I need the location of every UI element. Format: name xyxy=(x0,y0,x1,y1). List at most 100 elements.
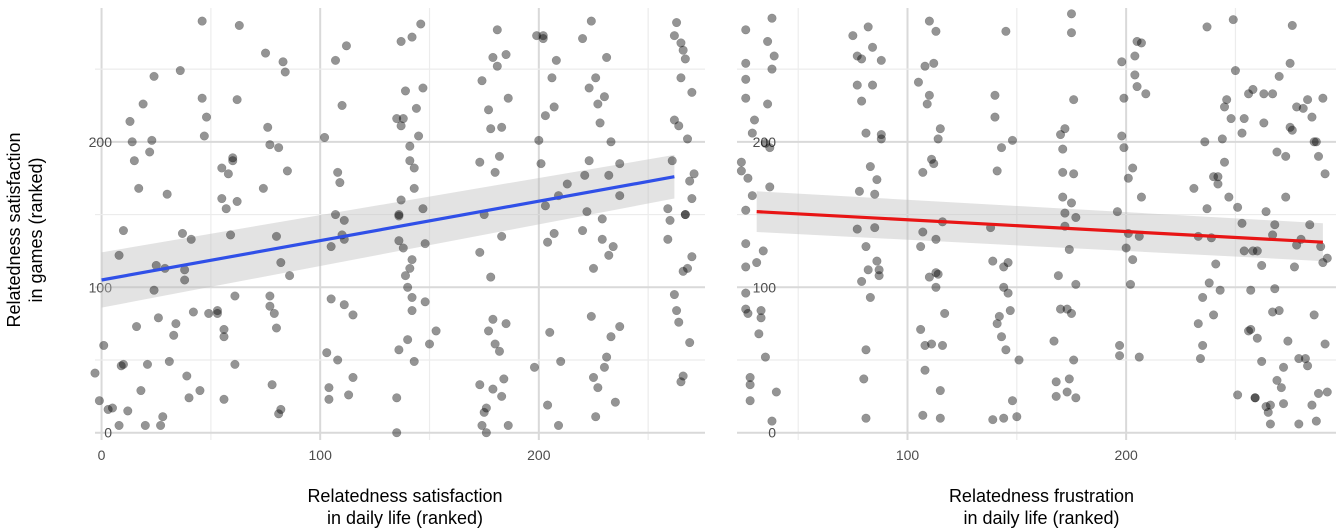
data-point xyxy=(204,308,214,319)
data-point xyxy=(1064,374,1074,384)
data-point xyxy=(232,196,242,207)
data-point xyxy=(852,51,862,61)
data-point xyxy=(765,143,775,153)
data-point xyxy=(1115,340,1125,351)
data-point xyxy=(852,80,862,90)
data-point xyxy=(584,83,594,93)
data-point xyxy=(922,99,932,109)
data-point xyxy=(918,167,928,177)
data-point xyxy=(931,26,941,36)
data-point xyxy=(1213,172,1223,182)
x-tick-label: 0 xyxy=(98,447,106,463)
data-point xyxy=(1265,419,1275,429)
data-point xyxy=(219,324,229,335)
data-point xyxy=(996,332,1007,342)
data-point xyxy=(588,372,599,383)
data-point xyxy=(175,65,185,76)
data-point xyxy=(1289,262,1300,272)
scatter-points xyxy=(90,16,699,438)
data-point xyxy=(1053,271,1063,281)
y-tick-label: 0 xyxy=(104,425,112,441)
data-point xyxy=(1257,260,1267,271)
data-point xyxy=(1213,179,1223,189)
data-point xyxy=(745,372,755,383)
data-point xyxy=(1003,288,1013,298)
data-point xyxy=(1198,340,1208,351)
grid xyxy=(737,8,1336,440)
data-point xyxy=(1305,220,1315,230)
data-point xyxy=(1007,396,1018,406)
data-point xyxy=(392,113,402,124)
data-point xyxy=(604,250,614,260)
data-point xyxy=(924,16,934,26)
data-point xyxy=(929,58,939,68)
data-point xyxy=(678,45,688,55)
data-point xyxy=(1222,95,1232,105)
data-point xyxy=(188,307,198,317)
data-point xyxy=(407,255,417,265)
data-point xyxy=(682,134,693,144)
data-point xyxy=(212,308,222,319)
data-point xyxy=(420,239,430,249)
data-point xyxy=(924,272,934,282)
data-point xyxy=(756,305,766,316)
data-point xyxy=(593,99,603,109)
data-point xyxy=(1303,95,1313,105)
data-point xyxy=(1058,167,1068,177)
data-point xyxy=(1311,137,1321,147)
panel-right: 100 200 0 100 200 Relatedness frustration in d… xyxy=(736,8,1336,528)
data-point xyxy=(107,403,118,413)
data-point xyxy=(1239,113,1249,124)
data-point xyxy=(490,167,500,177)
data-point xyxy=(1252,246,1262,256)
data-point xyxy=(767,64,777,74)
data-point xyxy=(228,156,238,166)
data-point xyxy=(999,282,1009,292)
data-point xyxy=(547,73,557,83)
data-point xyxy=(593,383,603,393)
data-point xyxy=(398,243,408,253)
data-point xyxy=(1058,144,1068,154)
data-point xyxy=(333,355,343,365)
data-point xyxy=(1294,419,1304,429)
data-point xyxy=(320,132,330,143)
data-point xyxy=(142,359,153,369)
data-point xyxy=(125,116,135,127)
data-point xyxy=(1287,20,1297,31)
data-point xyxy=(398,113,408,124)
data-point xyxy=(1274,305,1284,316)
data-point xyxy=(1215,285,1225,295)
data-point xyxy=(1259,89,1269,99)
x-axis-title: Relatedness satisfaction in daily life (r… xyxy=(307,486,502,528)
data-point xyxy=(667,156,677,166)
data-point xyxy=(1189,183,1199,193)
data-point xyxy=(1058,192,1068,202)
data-point xyxy=(400,271,411,281)
data-point xyxy=(1062,304,1072,314)
data-point xyxy=(665,215,675,225)
data-point xyxy=(149,285,159,295)
data-point xyxy=(494,346,505,356)
data-point xyxy=(162,189,172,199)
data-point xyxy=(195,385,205,396)
data-point xyxy=(477,76,487,86)
data-point xyxy=(674,317,684,327)
data-point xyxy=(418,83,428,93)
data-point xyxy=(920,340,930,351)
data-point xyxy=(540,111,550,121)
x-tick-label: 200 xyxy=(527,447,551,463)
data-point xyxy=(1239,246,1249,256)
data-point xyxy=(274,143,284,153)
data-point xyxy=(409,163,419,173)
data-point xyxy=(680,209,690,220)
data-point xyxy=(322,348,332,358)
data-point xyxy=(685,176,695,186)
data-point xyxy=(212,305,222,316)
data-point xyxy=(1209,310,1219,320)
data-point xyxy=(169,330,179,340)
data-point xyxy=(1303,361,1313,371)
data-point xyxy=(872,175,882,185)
data-point xyxy=(1121,243,1131,253)
data-point xyxy=(857,54,867,64)
data-point xyxy=(116,361,126,371)
